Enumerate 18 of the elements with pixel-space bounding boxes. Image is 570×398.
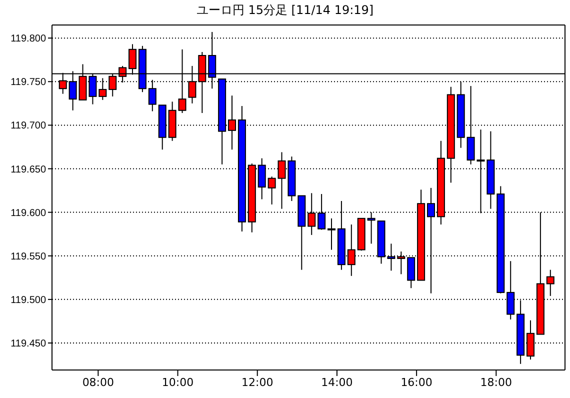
x-tick-label: 08:00 <box>82 376 114 389</box>
chart-title: ユーロ円 15分足 [11/14 19:19] <box>195 2 375 19</box>
x-tick-label: 18:00 <box>480 376 512 389</box>
y-tick-label: 119.600 <box>10 208 46 219</box>
y-tick-label: 119.500 <box>10 294 46 306</box>
y-tick-label: 119.450 <box>10 338 46 350</box>
x-tick-label: 10:00 <box>162 376 194 389</box>
y-tick-label: 119.550 <box>10 251 46 262</box>
y-tick-label: 119.700 <box>10 120 46 132</box>
y-tick-label: 119.750 <box>10 77 46 88</box>
x-tick-label: 16:00 <box>400 376 432 389</box>
candlestick <box>546 269 554 296</box>
x-tick-label: 14:00 <box>321 376 353 389</box>
y-tick-label: 119.650 <box>10 164 46 176</box>
candlestick <box>328 218 336 250</box>
candlestick <box>268 176 276 205</box>
x-tick-label: 12:00 <box>242 376 274 389</box>
y-tick-label: 119.800 <box>10 34 46 45</box>
